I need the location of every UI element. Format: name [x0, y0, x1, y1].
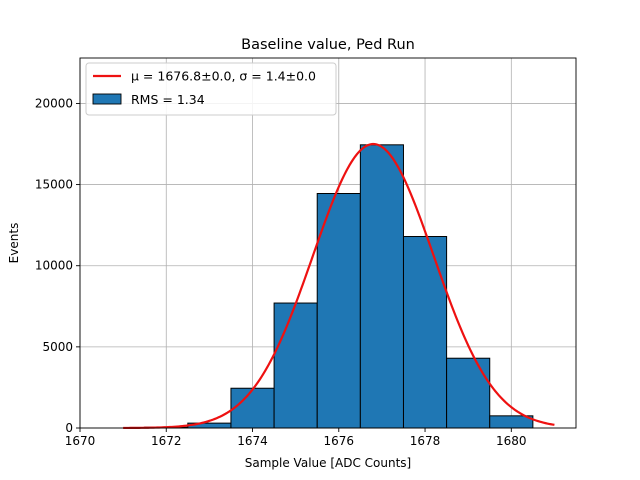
x-tick-label: 1678: [410, 434, 441, 448]
plot-frame: [79, 57, 577, 429]
histogram-bar: [230, 387, 275, 429]
x-tick-label: 1670: [65, 434, 96, 448]
gaussian-fit-curve: [123, 142, 555, 430]
y-axis-ticks: 0 5000 10000 15000 20000: [35, 96, 80, 435]
chart-title: Baseline value, Ped Run: [241, 37, 415, 53]
y-tick-label: 10000: [35, 259, 73, 273]
legend-box: [85, 62, 337, 116]
y-axis-label: Events: [7, 223, 21, 264]
legend-fit-label: μ = 1676.8±0.0, σ = 1.4±0.0: [131, 69, 316, 84]
x-axis-ticks: 1670 1672 1674 1676 1678 1680: [65, 428, 527, 448]
legend: μ = 1676.8±0.0, σ = 1.4±0.0 RMS = 1.34: [85, 62, 337, 116]
y-tick-label: 5000: [42, 340, 73, 354]
x-axis-label: Sample Value [ADC Counts]: [245, 456, 411, 470]
x-tick-label: 1680: [496, 434, 527, 448]
histogram-bar: [446, 357, 491, 429]
histogram-bar: [402, 236, 448, 429]
x-tick-label: 1676: [324, 434, 355, 448]
legend-histogram-label: RMS = 1.34: [131, 92, 205, 107]
histogram-bar: [359, 144, 404, 429]
x-tick-label: 1672: [151, 434, 182, 448]
y-tick-label: 15000: [35, 178, 73, 192]
histogram-bar: [273, 302, 318, 429]
y-tick-label: 0: [65, 421, 73, 435]
x-tick-label: 1674: [237, 434, 268, 448]
legend-histogram-swatch: [92, 93, 122, 105]
histogram-bar: [316, 193, 361, 429]
y-tick-label: 20000: [35, 96, 73, 110]
